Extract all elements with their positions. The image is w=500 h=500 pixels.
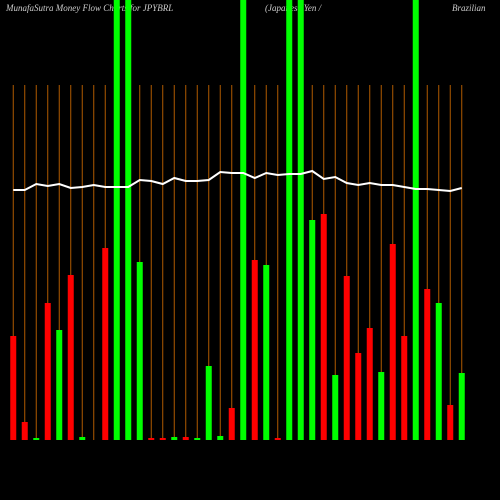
bar [332, 375, 339, 440]
bar [263, 265, 270, 440]
bar [412, 0, 419, 440]
bar [240, 0, 247, 440]
bar [67, 275, 74, 440]
bar [44, 303, 51, 440]
bar [297, 0, 304, 440]
bar [343, 276, 350, 440]
bar [171, 437, 178, 440]
bar [378, 372, 385, 440]
bar [125, 0, 132, 440]
bar [401, 336, 408, 440]
bar [251, 260, 258, 440]
bar [447, 405, 454, 440]
bar [56, 330, 63, 440]
bar [228, 408, 235, 440]
bar [33, 438, 40, 440]
bar [148, 438, 155, 440]
bar [274, 438, 281, 440]
bar [113, 0, 120, 440]
bar [205, 366, 212, 440]
bar [309, 220, 316, 440]
bar [217, 436, 224, 440]
bar [320, 214, 327, 440]
bar [366, 328, 373, 440]
bar [435, 303, 442, 440]
bar [79, 437, 86, 440]
bar [389, 244, 396, 440]
bar [458, 373, 465, 440]
bar [194, 438, 201, 440]
line [13, 169, 463, 193]
bar [21, 422, 28, 440]
bar [182, 437, 189, 440]
bar [424, 289, 431, 440]
chart-title: (Japanese Yen / [265, 3, 323, 13]
bar [10, 336, 17, 440]
chart-title: Brazilian [452, 3, 486, 13]
bar [355, 353, 362, 440]
bar [159, 438, 166, 440]
bar [136, 262, 143, 440]
bar [286, 0, 293, 440]
chart-title: MunafaSutra Money Flow Charts for JPYBRL [5, 3, 173, 13]
bar [102, 248, 109, 440]
